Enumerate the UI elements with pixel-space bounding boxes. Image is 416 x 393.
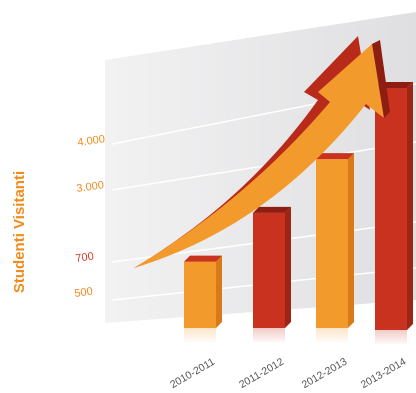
x-category-label: 2011-2012: [237, 356, 286, 391]
trend-arrow-icon: [134, 36, 390, 268]
y-tick-labels: 500 700 3.000 4.000: [74, 133, 106, 300]
trend-arrow-body: [134, 44, 384, 268]
x-category-label: 2012-2013: [300, 356, 350, 392]
bars-group: [182, 82, 415, 346]
bar-reflection-fade: [314, 328, 356, 344]
x-category-labels: 2010-2011 2011-2012 2012-2013 2013-2014: [168, 356, 408, 392]
trend-arrow-shadow: [134, 36, 370, 268]
y-axis-label: Studenti Visitanti: [11, 171, 28, 293]
y-tick-label: 700: [75, 251, 95, 265]
bar: [182, 255, 224, 344]
bar-side: [216, 255, 222, 328]
bar-reflection-fade: [373, 330, 415, 346]
bar-side: [407, 82, 413, 330]
bar: [251, 206, 293, 344]
x-category-label: 2013-2014: [359, 356, 409, 392]
bar-side: [348, 153, 354, 328]
bar-top: [253, 206, 291, 213]
bar: [314, 153, 356, 344]
bar-front: [375, 88, 407, 330]
trend-arrow-edge: [372, 40, 390, 118]
x-category-label: 2010-2011: [168, 356, 217, 391]
bar-side: [285, 206, 291, 328]
y-tick-label: 3.000: [76, 179, 105, 195]
bar-top: [184, 255, 222, 262]
bar-front: [316, 159, 348, 328]
bar-front: [253, 212, 285, 328]
bar-top: [316, 153, 354, 160]
bar-front: [184, 261, 216, 328]
y-tick-label: 500: [74, 286, 94, 300]
bar: [373, 82, 415, 346]
bar-reflection-fade: [251, 328, 293, 344]
bar-reflection-fade: [182, 328, 224, 344]
y-tick-label: 4.000: [77, 133, 106, 149]
